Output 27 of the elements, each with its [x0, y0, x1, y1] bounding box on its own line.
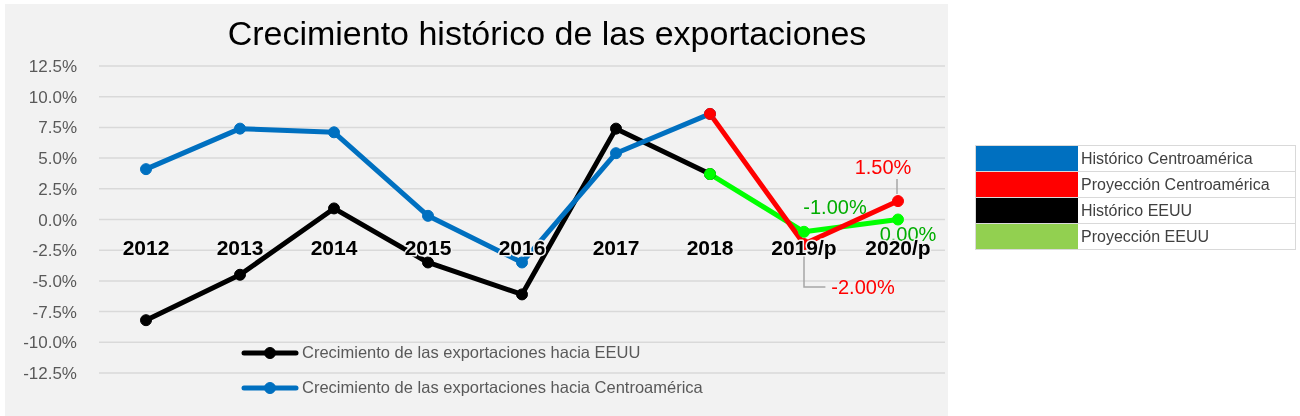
y-tick-label: -5.0%: [32, 271, 77, 291]
x-tick-label: 2013: [216, 235, 264, 258]
x-tick-label: 2014: [310, 235, 358, 258]
y-tick-label: -10.0%: [23, 333, 77, 353]
category-label: Proyección Centroamérica: [1081, 176, 1270, 193]
data-label: -2.00%: [831, 276, 895, 299]
category-label: Histórico Centroamérica: [1081, 150, 1253, 167]
y-tick-label: -2.5%: [32, 241, 77, 261]
y-tick-label: 5.0%: [38, 149, 77, 169]
y-tick-label: 0.0%: [38, 210, 77, 230]
x-tick-label: 2017: [592, 235, 640, 258]
y-tick-label: 7.5%: [38, 118, 77, 138]
x-tick-label: 2018: [686, 235, 734, 258]
x-tick-label: 2012: [122, 235, 170, 258]
data-label: 1.50%: [854, 156, 912, 179]
legend-label: Crecimiento de las exportaciones hacia EEUU: [302, 343, 641, 361]
y-tick-label: -7.5%: [32, 302, 77, 322]
y-tick-label: 12.5%: [28, 57, 77, 77]
data-label: -1.00%: [803, 195, 867, 218]
chart-title: Crecimiento histórico de las exportaciones: [227, 14, 867, 52]
x-tick-label: 2019/p: [771, 235, 837, 258]
legend-label: Crecimiento de las exportaciones hacia Centroamérica: [302, 378, 703, 396]
category-label: Histórico EEUU: [1081, 202, 1193, 219]
y-tick-label: 10.0%: [28, 87, 77, 107]
category-label: Proyección EEUU: [1081, 228, 1210, 245]
y-tick-label: 2.5%: [38, 179, 77, 199]
y-tick-label: -12.5%: [23, 364, 77, 384]
